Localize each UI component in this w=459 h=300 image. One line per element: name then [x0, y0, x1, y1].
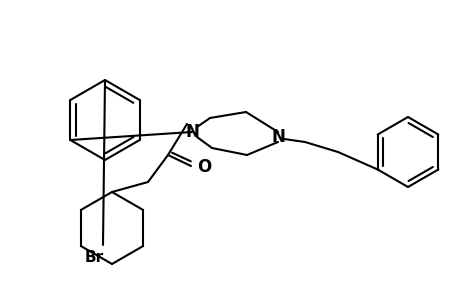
Text: Br: Br [84, 250, 103, 266]
Text: N: N [270, 128, 284, 146]
Text: N: N [185, 123, 198, 141]
Text: O: O [196, 158, 211, 176]
